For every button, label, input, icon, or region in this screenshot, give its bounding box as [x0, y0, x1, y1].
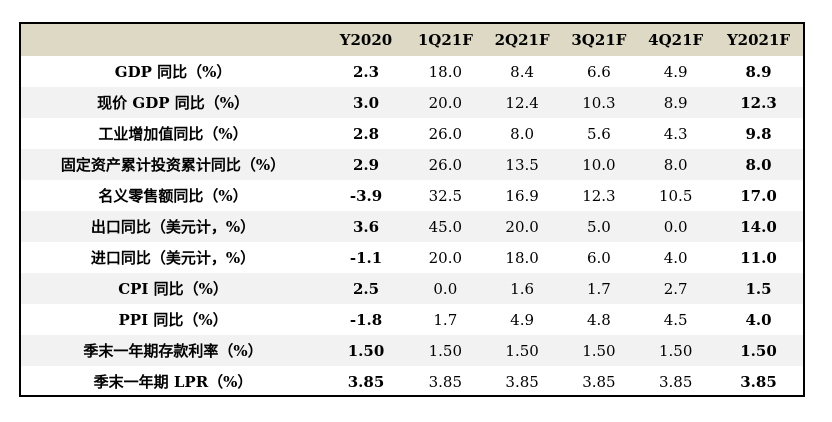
- table-cell: 11.0: [740, 248, 777, 267]
- table-row: 季末一年期存款利率（%） 1.50 1.50 1.50 1.50 1.50 1.50: [21, 335, 803, 366]
- table-cell: -1.1: [349, 248, 383, 267]
- row-label: 季末一年期存款利率（%）: [21, 335, 326, 366]
- table-cell: 8.0: [510, 124, 535, 143]
- header-cell: [21, 24, 326, 56]
- table-cell: 2.8: [352, 124, 380, 143]
- table-cell: -3.9: [349, 186, 383, 205]
- row-label: GDP 同比（%）: [114, 63, 232, 81]
- table-row: 名义零售额同比（%） -3.9 32.5 16.9 12.3 10.5 17.0: [21, 180, 803, 211]
- table-cell: 4.0: [745, 310, 772, 329]
- table-cell: 6.0: [586, 248, 611, 267]
- table-cell: 3.0: [325, 87, 407, 118]
- header-cell: 2Q21F: [483, 24, 561, 56]
- table-cell: 14.0: [714, 211, 803, 242]
- table-cell: 1.50: [637, 335, 715, 366]
- header-cell: 1Q21F: [406, 24, 484, 56]
- table-cell: 20.0: [483, 211, 561, 242]
- table-cell: 16.9: [505, 186, 539, 205]
- table-cell: 2.5: [325, 273, 407, 304]
- table-cell: 3.85: [582, 372, 616, 391]
- table-cell: 0.0: [406, 273, 484, 304]
- table-row: 现价 GDP 同比（%） 3.0 20.0 12.4 10.3 8.9 12.3: [21, 87, 803, 118]
- table-cell: 12.3: [714, 87, 803, 118]
- table-cell: 26.0: [428, 124, 463, 143]
- table-cell: 1.50: [406, 335, 484, 366]
- forecast-table-frame: Y2020 1Q21F 2Q21F 3Q21F 4Q21F Y2021F GDP…: [19, 22, 805, 397]
- table-row: GDP 同比（%） 2.3 18.0 8.4 6.6 4.9 8.9: [21, 56, 803, 87]
- table-cell: 4.9: [663, 62, 688, 81]
- table-cell: 8.4: [510, 62, 535, 81]
- table-cell: 4.9: [510, 310, 535, 329]
- table-row: CPI 同比（%） 2.5 0.0 1.6 1.7 2.7 1.5: [21, 273, 803, 304]
- table-cell: 6.6: [586, 62, 611, 81]
- row-label: 工业增加值同比（%）: [98, 125, 248, 143]
- table-row: 工业增加值同比（%） 2.8 26.0 8.0 5.6 4.3 9.8: [21, 118, 803, 149]
- forecast-table: Y2020 1Q21F 2Q21F 3Q21F 4Q21F Y2021F GDP…: [21, 24, 803, 397]
- row-label: 现价 GDP 同比（%）: [21, 87, 326, 118]
- row-label: 名义零售额同比（%）: [98, 187, 248, 205]
- row-label: 进口同比（美元计，%）: [90, 249, 256, 267]
- table-cell: 20.0: [406, 87, 484, 118]
- table-row: 固定资产累计投资累计同比（%） 2.9 26.0 13.5 10.0 8.0 8.0: [21, 149, 803, 180]
- table-cell: 45.0: [406, 211, 484, 242]
- table-cell: 1.7: [433, 310, 458, 329]
- table-cell: 3.85: [347, 372, 385, 391]
- table-cell: 10.0: [560, 149, 638, 180]
- table-row: 进口同比（美元计，%） -1.1 20.0 18.0 6.0 4.0 11.0: [21, 242, 803, 273]
- table-cell: 8.9: [637, 87, 715, 118]
- table-cell: 3.6: [325, 211, 407, 242]
- table-cell: 3.85: [740, 372, 777, 391]
- table-cell: 13.5: [483, 149, 561, 180]
- header-row: Y2020 1Q21F 2Q21F 3Q21F 4Q21F Y2021F: [21, 24, 803, 56]
- table-cell: 1.7: [560, 273, 638, 304]
- table-row: 出口同比（美元计，%） 3.6 45.0 20.0 5.0 0.0 14.0: [21, 211, 803, 242]
- table-cell: 1.50: [325, 335, 407, 366]
- header-cell: Y2021F: [714, 24, 803, 56]
- table-cell: 8.0: [714, 149, 803, 180]
- table-row: 季末一年期 LPR（%） 3.85 3.85 3.85 3.85 3.85 3.85: [21, 366, 803, 397]
- table-cell: 3.85: [428, 372, 463, 391]
- table-cell: 9.8: [745, 124, 772, 143]
- table-cell: 1.6: [483, 273, 561, 304]
- header-cell: 3Q21F: [560, 24, 638, 56]
- table-cell: 26.0: [406, 149, 484, 180]
- table-cell: 4.3: [663, 124, 688, 143]
- table-cell: 12.4: [483, 87, 561, 118]
- table-cell: 18.0: [428, 62, 463, 81]
- row-label: PPI 同比（%）: [118, 311, 228, 329]
- row-label: 出口同比（美元计，%）: [21, 211, 326, 242]
- table-cell: 3.85: [658, 372, 693, 391]
- table-cell: 8.9: [745, 62, 772, 81]
- row-label: 固定资产累计投资累计同比（%）: [21, 149, 326, 180]
- table-cell: 1.50: [483, 335, 561, 366]
- table-cell: 5.6: [586, 124, 611, 143]
- table-cell: 17.0: [740, 186, 777, 205]
- table-cell: 5.0: [560, 211, 638, 242]
- row-label: CPI 同比（%）: [21, 273, 326, 304]
- table-cell: 2.7: [637, 273, 715, 304]
- table-cell: 2.3: [352, 62, 380, 81]
- row-label: 季末一年期 LPR（%）: [93, 373, 253, 391]
- table-cell: 4.5: [663, 310, 688, 329]
- table-cell: 2.9: [325, 149, 407, 180]
- table-cell: 10.5: [658, 186, 693, 205]
- table-cell: 12.3: [582, 186, 616, 205]
- table-cell: -1.8: [349, 310, 383, 329]
- table-cell: 4.0: [663, 248, 688, 267]
- table-cell: 1.50: [714, 335, 803, 366]
- table-cell: 20.0: [428, 248, 463, 267]
- table-cell: 8.0: [637, 149, 715, 180]
- table-cell: 0.0: [637, 211, 715, 242]
- table-cell: 1.5: [714, 273, 803, 304]
- table-cell: 32.5: [428, 186, 463, 205]
- header-cell: 4Q21F: [637, 24, 715, 56]
- table-cell: 1.50: [560, 335, 638, 366]
- table-cell: 4.8: [586, 310, 611, 329]
- table-cell: 18.0: [505, 248, 539, 267]
- table-cell: 10.3: [560, 87, 638, 118]
- header-cell: Y2020: [325, 24, 407, 56]
- table-cell: 3.85: [505, 372, 539, 391]
- table-row: PPI 同比（%） -1.8 1.7 4.9 4.8 4.5 4.0: [21, 304, 803, 335]
